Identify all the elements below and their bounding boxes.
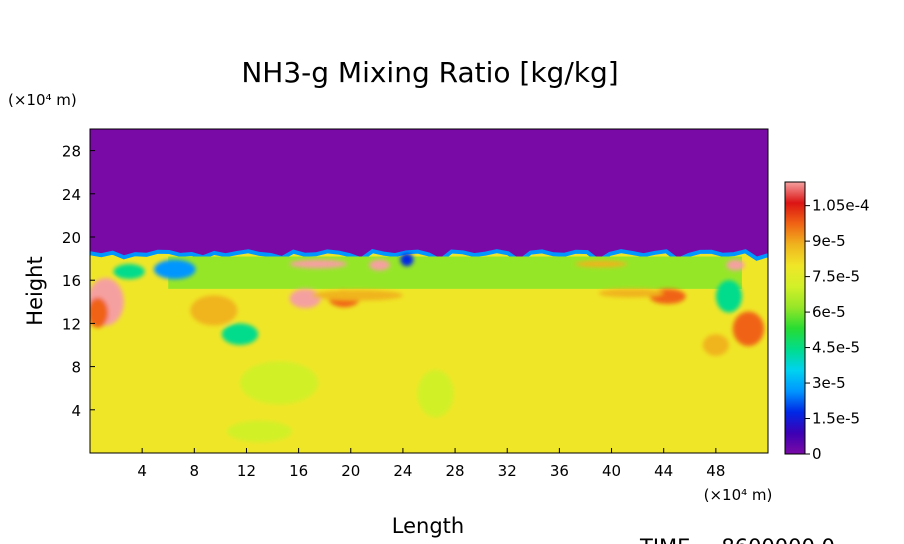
colorbar-tick-label: 7.5e-5 xyxy=(812,268,860,286)
y-tick-label: 16 xyxy=(62,272,81,290)
x-tick-label: 24 xyxy=(393,462,412,480)
patch-12 xyxy=(575,260,628,268)
patch-16 xyxy=(732,311,765,347)
x-axis-title: Length xyxy=(392,514,464,538)
patch-4 xyxy=(190,295,238,326)
patch-19 xyxy=(239,361,319,405)
patch-1 xyxy=(90,297,109,328)
region-patches xyxy=(90,253,765,443)
x-tick-label: 32 xyxy=(498,462,517,480)
region-lower xyxy=(90,251,768,453)
y-tick-label: 24 xyxy=(62,186,81,204)
x-tick-label: 4 xyxy=(137,462,147,480)
y-tick-label: 28 xyxy=(62,143,81,161)
colorbar-gradient xyxy=(784,181,806,455)
colorbar-tick-label: 1.5e-5 xyxy=(812,410,860,428)
x-tick-label: 20 xyxy=(341,462,360,480)
colorbar-tick-label: 9e-5 xyxy=(812,232,846,250)
y-axis-title: Height xyxy=(23,256,47,325)
patch-15 xyxy=(726,259,745,271)
x-tick-label: 28 xyxy=(446,462,465,480)
patch-20 xyxy=(417,369,454,418)
patch-14 xyxy=(598,288,664,298)
patch-6 xyxy=(289,259,347,269)
patch-5 xyxy=(221,323,259,346)
x-tick-label: 40 xyxy=(602,462,621,480)
x-tick-label: 48 xyxy=(706,462,725,480)
patch-2 xyxy=(113,264,145,280)
colorbar-tick-label: 0 xyxy=(812,445,822,463)
y-tick-label: 4 xyxy=(71,402,81,420)
footer-time: TIME = 8600000.0 xyxy=(639,535,835,544)
y-unit-label: (×10⁴ m) xyxy=(8,91,77,109)
x-tick-label: 36 xyxy=(550,462,569,480)
patch-18 xyxy=(702,334,729,356)
plot-frame xyxy=(89,128,769,454)
colorbar-tick-label: 4.5e-5 xyxy=(812,339,860,357)
patch-17 xyxy=(715,280,742,313)
y-axis: 4 8 12 16 20 24 28 xyxy=(62,143,95,420)
patch-9 xyxy=(289,288,321,309)
heatmap-plot xyxy=(90,129,768,453)
colorbar: 1.05e-4 9e-5 7.5e-5 6e-5 4.5e-5 3e-5 1.5e-5 0 xyxy=(784,181,870,463)
y-tick-label: 20 xyxy=(62,229,81,247)
patch-3 xyxy=(153,259,196,280)
patch-11 xyxy=(311,289,403,301)
y-tick-label: 8 xyxy=(71,359,81,377)
chart-title: NH3-g Mixing Ratio [kg/kg] xyxy=(241,56,618,89)
x-unit-label: (×10⁴ m) xyxy=(704,486,773,504)
colorbar-tick-label: 3e-5 xyxy=(812,374,846,392)
colorbar-tick-label: 6e-5 xyxy=(812,303,846,321)
y-tick-label: 12 xyxy=(62,315,81,333)
x-tick-label: 16 xyxy=(289,462,308,480)
x-tick-label: 44 xyxy=(654,462,673,480)
patch-8 xyxy=(400,253,414,267)
colorbar-tick-label: 1.05e-4 xyxy=(812,197,870,215)
x-tick-label: 8 xyxy=(190,462,200,480)
x-axis: 4 8 12 16 20 24 28 32 36 40 44 48 xyxy=(137,448,725,480)
region-band xyxy=(168,256,742,289)
patch-21 xyxy=(226,420,293,443)
x-tick-label: 12 xyxy=(237,462,256,480)
patch-7 xyxy=(369,259,390,271)
